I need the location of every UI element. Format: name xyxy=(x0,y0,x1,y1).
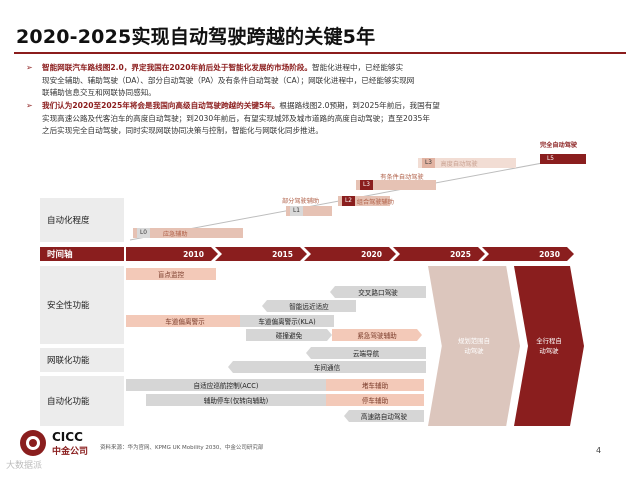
bullet-2-line2: 实现高速公路及代客泊车的高度自动驾驶；到2030年前后，有望实现城郊及城市道路的… xyxy=(42,113,430,123)
bullet-2-rest: 根据路线图2.0预期，到2025年前后，我国有望 xyxy=(279,101,440,110)
feature-v2v: 车间通信 xyxy=(228,361,426,373)
stage-tag-l0: L0 xyxy=(137,228,150,238)
feature-highway-auto: 高速路自动驾驶 xyxy=(344,410,424,422)
cicc-logo xyxy=(18,428,48,458)
bullet-2: ➢ 我们认为2020至2025年将会是我国向高级自动驾驶跨越的关键5年。根据路线… xyxy=(26,100,626,138)
page-title: 2020-2025实现自动驾驶跨越的关键5年 xyxy=(16,26,376,48)
watermark: 大数据派 xyxy=(6,461,43,471)
full-route-autonomy-label: 全行程自动驾驶 xyxy=(536,337,562,355)
feature-acc: 自适应巡航控制(ACC) xyxy=(126,379,326,391)
feature-lane-keep: 车道偏离警示(KLA) xyxy=(240,315,334,327)
stage-text-l3: 有条件自动驾驶 xyxy=(380,173,424,181)
year-2025: 2025 xyxy=(393,247,485,261)
cicc-logo-icon xyxy=(20,430,46,456)
logo-text-en: CICC xyxy=(52,430,83,444)
year-2010: 2010 xyxy=(126,247,218,261)
year-2030: 2030 xyxy=(482,247,574,261)
full-route-autonomy-block: 全行程自动驾驶 xyxy=(514,266,584,426)
feature-park-assist2: 停车辅助 xyxy=(326,394,424,406)
row-automation: 自动化功能 xyxy=(40,376,124,426)
bullet-1-lead: 智能网联汽车路线图2.0，界定我国在2020年前后处于智能化发展的市场阶段。 xyxy=(42,63,312,72)
stage-text-l2: 组合驾驶辅助 xyxy=(356,198,394,206)
feature-parking-assist: 辅助停车(仅转向辅助) xyxy=(146,394,326,406)
stage-l5: 完全自动驾驶 L5 xyxy=(540,140,586,164)
stage-tag-l3: L3 xyxy=(360,180,373,190)
feature-lane-warning: 车道偏离警示 xyxy=(126,315,244,327)
source-note: 资料来源：华为官网、KPMG UK Mobility 2030、中金公司研究部 xyxy=(100,445,264,451)
year-2015: 2015 xyxy=(215,247,307,261)
row-automation-level: 自动化程度 xyxy=(40,198,124,242)
bullet-1-rest: 智能化进程中，已经能够实 xyxy=(312,63,404,72)
stage-text-l5: 完全自动驾驶 xyxy=(540,142,578,149)
bullet-2-lead: 我们认为2020至2025年将会是我国向高级自动驾驶跨越的关键5年。 xyxy=(42,101,280,110)
row-safety: 安全性功能 xyxy=(40,266,124,344)
title-divider xyxy=(14,52,626,54)
bullet-1-line2: 现安全辅助、辅助驾驶（DA）、部分自动驾驶（PA）及有条件自动驾驶（CA）；网联… xyxy=(42,75,415,85)
logo-text-cn: 中金公司 xyxy=(52,447,89,457)
bullet-2-line3: 之后实现完全自动驾驶，同时实现网联协同决策与控制，智能化与网联化同步推进。 xyxy=(42,126,323,135)
stage-l1: 部分驾驶辅助 L1 xyxy=(282,198,332,216)
feature-collision-avoid: 碰撞避免 xyxy=(246,329,332,341)
stage-l2: L2 组合驾驶辅助 xyxy=(338,196,394,206)
feature-cloud-drive: 云端导航 xyxy=(306,347,426,359)
bullet-arrow-icon: ➢ xyxy=(26,63,33,72)
bullet-arrow-icon: ➢ xyxy=(26,101,33,110)
stage-l0: L0 应急辅助 xyxy=(133,228,243,238)
stage-text-l4: 高度自动驾驶 xyxy=(440,160,478,168)
feature-emergency-assist: 紧急驾驶辅助 xyxy=(332,329,422,341)
bullet-1: ➢ 智能网联汽车路线图2.0，界定我国在2020年前后处于智能化发展的市场阶段。… xyxy=(26,62,626,100)
stage-l3: L3 有条件自动驾驶 xyxy=(356,174,436,190)
stage-text-l1: 部分驾驶辅助 xyxy=(282,198,320,205)
feature-cross-traffic: 交叉路口驾驶 xyxy=(330,286,426,298)
stage-tag-l1: L1 xyxy=(290,206,303,216)
row-connectivity: 网联化功能 xyxy=(40,348,124,372)
stage-l4: L3 高度自动驾驶 xyxy=(418,158,516,168)
stage-text-l0: 应急辅助 xyxy=(162,230,188,238)
feature-traffic-jam: 堵车辅助 xyxy=(326,379,424,391)
year-2020: 2020 xyxy=(304,247,396,261)
feature-adaptive-headlight: 智能远近适应 xyxy=(262,300,356,312)
bullet-1-line3: 联辅助信息交互和网联协同感知。 xyxy=(42,88,156,97)
row-timeline: 时间轴 xyxy=(40,247,124,261)
stage-tag-l2: L2 xyxy=(342,196,355,206)
feature-blind-spot: 盲点监控 xyxy=(126,268,216,280)
stage-tag-l4: L3 xyxy=(422,158,435,168)
stage-tag-l5: L5 xyxy=(544,154,557,164)
page-number: 4 xyxy=(596,446,602,455)
geofenced-autonomy-block: 规划范围自动驾驶 xyxy=(428,266,520,426)
geofenced-autonomy-label: 规划范围自动驾驶 xyxy=(458,337,490,355)
